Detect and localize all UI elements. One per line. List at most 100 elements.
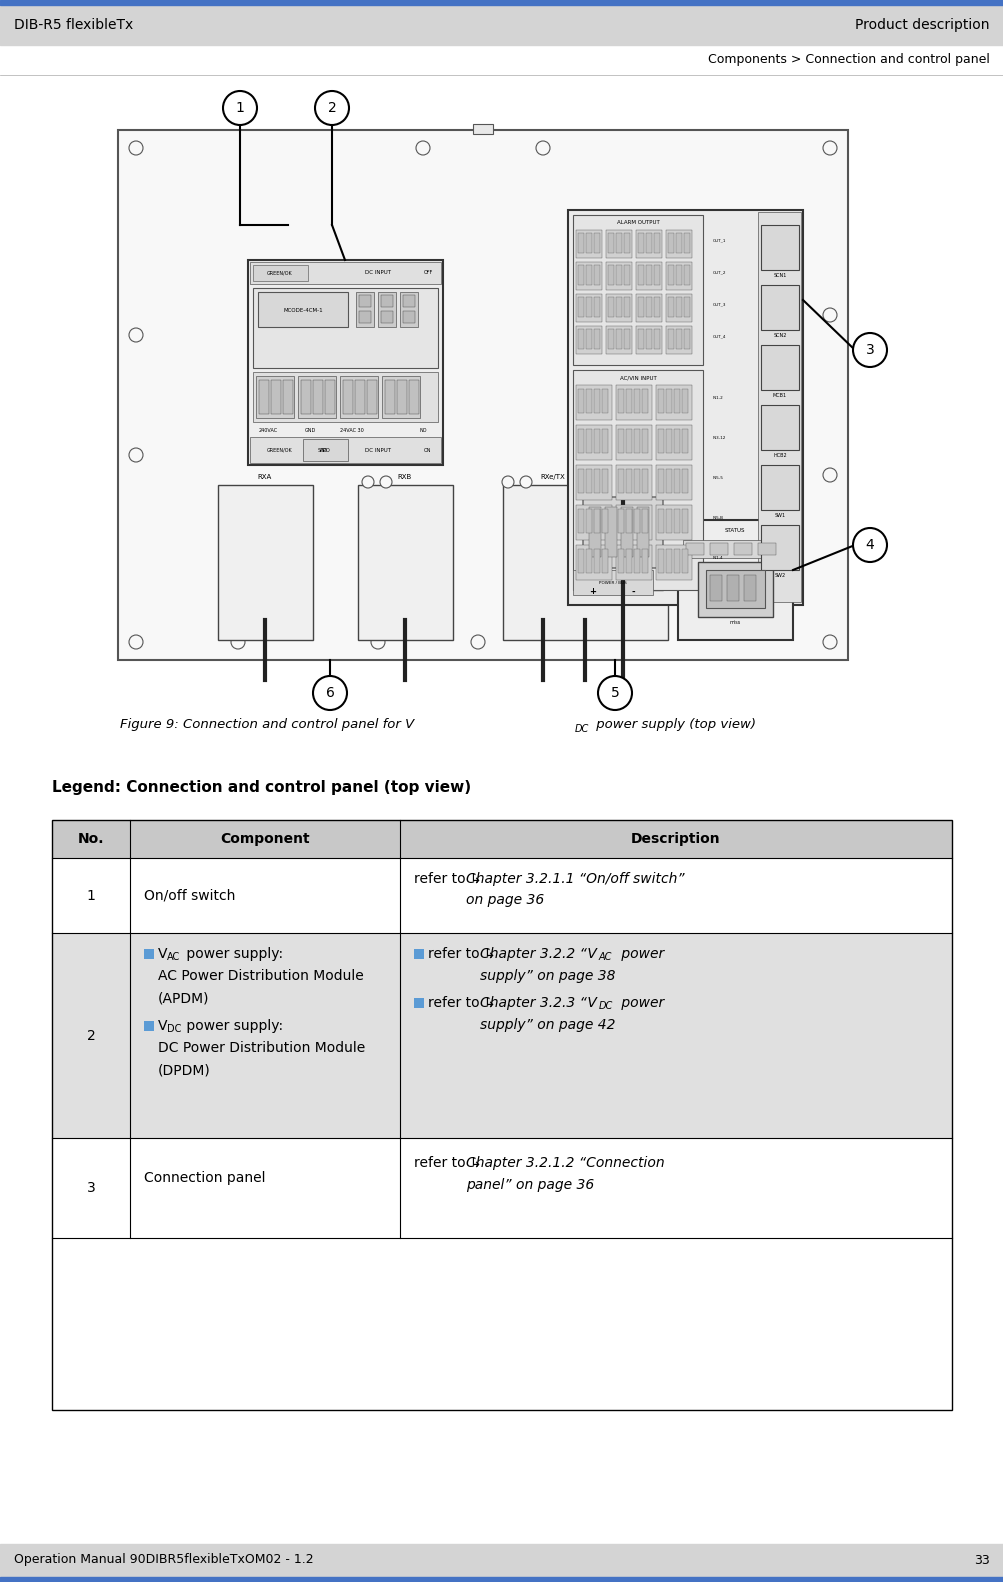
Text: -: - xyxy=(631,587,634,596)
Circle shape xyxy=(502,476,514,487)
Bar xyxy=(578,329,584,350)
Circle shape xyxy=(853,528,886,562)
Circle shape xyxy=(362,476,374,487)
Bar xyxy=(384,380,394,414)
Bar xyxy=(655,546,691,581)
Bar xyxy=(52,1137,951,1239)
Bar xyxy=(594,329,600,350)
Circle shape xyxy=(822,468,837,483)
Bar xyxy=(760,345,798,391)
Circle shape xyxy=(853,332,886,367)
Text: SPD: SPD xyxy=(318,448,328,452)
Bar xyxy=(608,266,614,285)
Circle shape xyxy=(415,141,429,155)
Bar xyxy=(52,819,951,1410)
Bar xyxy=(683,329,689,350)
Bar xyxy=(616,505,651,539)
Bar xyxy=(760,405,798,449)
Bar xyxy=(637,297,643,316)
Bar xyxy=(340,377,377,418)
Circle shape xyxy=(470,634,484,649)
Text: power supply (top view): power supply (top view) xyxy=(592,718,755,731)
Bar xyxy=(626,389,631,413)
Bar xyxy=(633,389,639,413)
Bar xyxy=(757,212,800,603)
Text: AC: AC xyxy=(166,952,181,962)
Bar xyxy=(637,329,643,350)
Bar xyxy=(637,233,643,253)
Text: HCB2: HCB2 xyxy=(772,452,786,459)
Bar xyxy=(381,377,419,418)
Bar xyxy=(0,1544,1003,1577)
Bar xyxy=(709,574,721,601)
Bar xyxy=(594,297,600,316)
Bar xyxy=(250,437,440,464)
Bar xyxy=(576,263,602,290)
Bar xyxy=(608,233,614,253)
Text: SPD: SPD xyxy=(321,448,331,452)
Bar xyxy=(0,1577,1003,1582)
Bar xyxy=(594,429,600,452)
Bar xyxy=(655,426,691,460)
Text: On/off switch: On/off switch xyxy=(143,889,235,902)
Bar xyxy=(681,468,687,494)
Text: NO: NO xyxy=(419,429,426,433)
Bar xyxy=(283,380,293,414)
Text: supply” on page 42: supply” on page 42 xyxy=(479,1017,615,1031)
Bar xyxy=(402,312,414,323)
Text: IN1-2: IN1-2 xyxy=(712,396,723,400)
Text: refer to ↳: refer to ↳ xyxy=(427,948,499,960)
Bar xyxy=(641,429,647,452)
Bar xyxy=(760,525,798,570)
Bar xyxy=(258,293,348,327)
Bar xyxy=(399,293,417,327)
Bar xyxy=(641,389,647,413)
Circle shape xyxy=(128,141,142,155)
Bar xyxy=(681,549,687,573)
Circle shape xyxy=(315,92,349,125)
Bar xyxy=(618,468,624,494)
Bar xyxy=(594,468,600,494)
Bar xyxy=(683,266,689,285)
Bar xyxy=(298,377,336,418)
Bar xyxy=(602,549,608,573)
Bar xyxy=(503,486,667,641)
Text: 240VAC: 240VAC xyxy=(258,429,277,433)
Text: 1: 1 xyxy=(86,889,95,902)
Bar xyxy=(641,468,647,494)
Bar xyxy=(681,509,687,533)
Text: Chapter 3.2.2 “V: Chapter 3.2.2 “V xyxy=(479,948,596,960)
Bar xyxy=(616,465,651,500)
Bar xyxy=(250,263,440,285)
Bar xyxy=(413,998,423,1008)
Bar xyxy=(380,294,392,307)
Bar xyxy=(143,1020,153,1031)
Bar xyxy=(653,329,659,350)
Text: on page 36: on page 36 xyxy=(465,892,544,906)
Text: GND: GND xyxy=(304,429,315,433)
Bar xyxy=(616,297,622,316)
Text: 2: 2 xyxy=(327,101,336,115)
Bar xyxy=(657,389,663,413)
Bar xyxy=(576,505,612,539)
Circle shape xyxy=(822,308,837,323)
Text: No.: No. xyxy=(77,832,104,846)
Circle shape xyxy=(536,141,550,155)
Text: Product description: Product description xyxy=(855,17,989,32)
Bar xyxy=(602,429,608,452)
Bar xyxy=(377,293,395,327)
Bar xyxy=(624,233,629,253)
Bar xyxy=(675,297,681,316)
Text: Components > Connection and control panel: Components > Connection and control pane… xyxy=(707,54,989,66)
Bar xyxy=(697,562,772,617)
Circle shape xyxy=(822,634,837,649)
Text: Figure 9: Connection and control panel for V: Figure 9: Connection and control panel f… xyxy=(120,718,414,731)
Bar xyxy=(606,326,631,354)
Text: IN3-12: IN3-12 xyxy=(712,437,725,440)
Text: DC: DC xyxy=(599,1001,613,1011)
Bar xyxy=(573,570,652,595)
Bar xyxy=(576,384,612,419)
Bar xyxy=(665,229,691,258)
Bar xyxy=(253,288,437,369)
Circle shape xyxy=(223,92,257,125)
